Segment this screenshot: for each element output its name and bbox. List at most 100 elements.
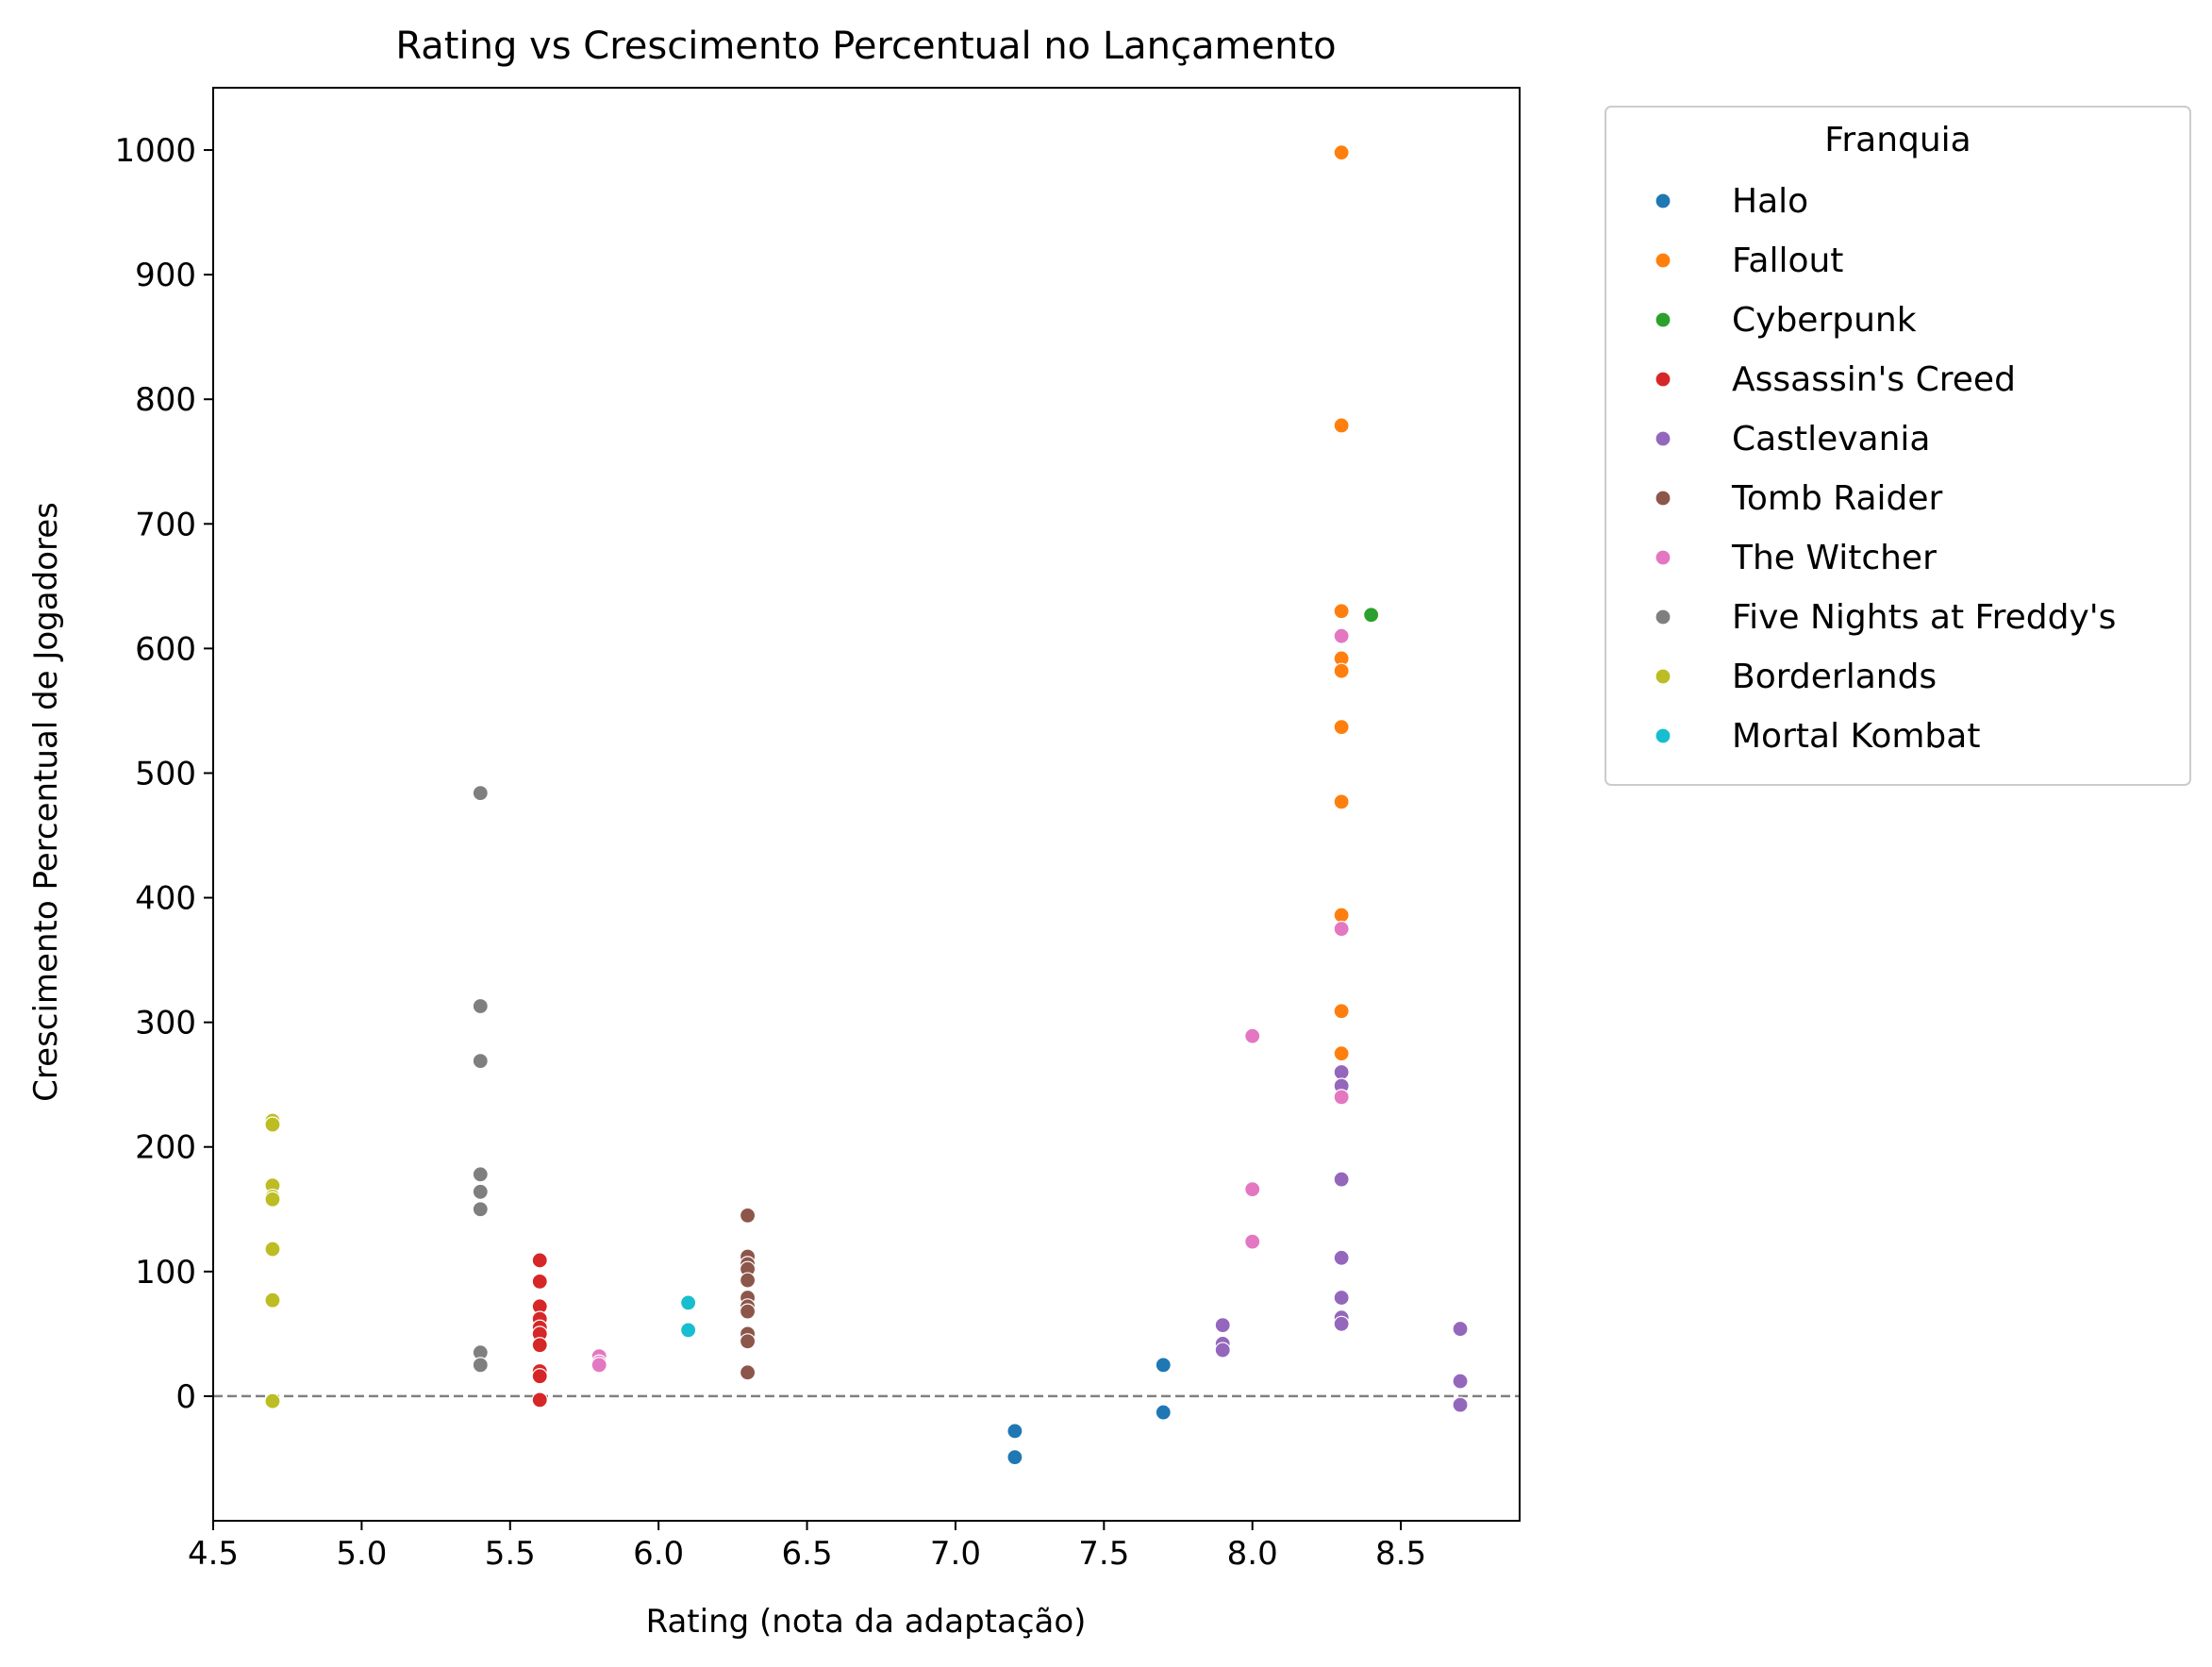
data-point	[472, 997, 489, 1015]
legend: Franquia Halo Fallout Cyberpunk Assassin's …	[1605, 106, 2191, 786]
legend-marker	[1655, 727, 1671, 744]
data-point	[1333, 417, 1350, 434]
data-point	[680, 1294, 697, 1311]
data-point	[1155, 1357, 1172, 1374]
data-point	[1006, 1423, 1023, 1440]
data-point	[1333, 662, 1350, 679]
y-axis-ticks: 0 100 200 300 400 500 600 700 800 900 1000	[114, 132, 213, 1416]
data-point	[1333, 907, 1350, 924]
data-point	[531, 1273, 548, 1290]
y-tick-label: 600	[135, 630, 196, 668]
data-point	[472, 1357, 489, 1374]
data-point	[264, 1116, 281, 1133]
data-point	[1333, 603, 1350, 620]
x-tick-label: 4.5	[188, 1535, 239, 1573]
legend-box	[1605, 106, 2191, 786]
y-tick-label: 100	[135, 1254, 196, 1292]
legend-marker	[1655, 311, 1671, 328]
data-point	[680, 1322, 697, 1339]
data-point	[472, 1183, 489, 1200]
data-point	[264, 1191, 281, 1208]
y-tick-label: 400	[135, 880, 196, 918]
data-point	[1333, 1249, 1350, 1266]
legend-label: Mortal Kombat	[1732, 717, 1980, 756]
legend-marker	[1655, 371, 1671, 388]
y-axis-label: Crescimento Percentual de Jogadores	[27, 502, 65, 1102]
data-point	[1452, 1320, 1469, 1338]
data-point	[472, 1052, 489, 1070]
plot-area-frame	[212, 87, 1521, 1522]
x-axis-label: Rating (nota da adaptação)	[646, 1603, 1087, 1641]
legend-marker	[1655, 252, 1671, 269]
data-point	[264, 1292, 281, 1309]
data-point	[1244, 1181, 1261, 1198]
legend-marker	[1655, 549, 1671, 566]
data-point	[739, 1272, 757, 1289]
legend-label: Assassin's Creed	[1732, 360, 2016, 399]
legend-label: Fallout	[1732, 242, 1843, 280]
data-point	[1333, 1289, 1350, 1307]
data-point	[1333, 1315, 1350, 1332]
data-point	[1333, 1089, 1350, 1106]
data-point	[590, 1357, 607, 1374]
data-point	[472, 1201, 489, 1218]
legend-label: Cyberpunk	[1732, 301, 1917, 340]
data-point	[531, 1252, 548, 1269]
data-point	[472, 785, 489, 802]
legend-marker	[1655, 668, 1671, 685]
data-point	[739, 1207, 757, 1224]
legend-marker	[1655, 608, 1671, 625]
legend-label: Tomb Raider	[1731, 479, 1943, 518]
data-point	[1244, 1233, 1261, 1250]
data-point	[531, 1368, 548, 1385]
data-point	[1155, 1404, 1172, 1421]
legend-label: Five Nights at Freddy's	[1732, 598, 2116, 637]
data-point	[1214, 1342, 1231, 1359]
y-tick-label: 500	[135, 755, 196, 792]
y-tick-label: 300	[135, 1005, 196, 1042]
legend-label: Borderlands	[1732, 658, 1937, 696]
x-tick-label: 5.0	[336, 1535, 387, 1573]
y-tick-label: 900	[135, 257, 196, 294]
data-point	[472, 1166, 489, 1183]
data-point	[1452, 1373, 1469, 1390]
x-tick-label: 8.0	[1227, 1535, 1278, 1573]
legend-marker	[1655, 192, 1671, 209]
x-axis-ticks: 4.5 5.0 5.5 6.0 6.5 7.0 7.5 8.0 8.5	[188, 1521, 1426, 1573]
data-points	[264, 144, 1469, 1466]
data-point	[1333, 1003, 1350, 1020]
data-point	[1333, 627, 1350, 644]
data-point	[1333, 144, 1350, 161]
legend-label: Castlevania	[1732, 420, 1930, 458]
data-point	[264, 1241, 281, 1258]
data-point	[1333, 1063, 1350, 1081]
data-point	[1333, 1045, 1350, 1062]
data-point	[1333, 1171, 1350, 1188]
legend-title: Franquia	[1824, 121, 1971, 159]
data-point	[1333, 920, 1350, 938]
chart-title: Rating vs Crescimento Percentual no Lanç…	[395, 25, 1336, 68]
data-point	[1333, 719, 1350, 736]
x-tick-label: 6.0	[633, 1535, 684, 1573]
x-tick-label: 8.5	[1375, 1535, 1426, 1573]
data-point	[531, 1337, 548, 1354]
y-tick-label: 0	[175, 1378, 196, 1416]
legend-label: The Witcher	[1731, 539, 1937, 577]
data-point	[1214, 1317, 1231, 1334]
data-point	[264, 1392, 281, 1409]
data-point	[739, 1303, 757, 1320]
x-tick-label: 7.5	[1078, 1535, 1129, 1573]
y-tick-label: 700	[135, 506, 196, 543]
data-point	[1006, 1449, 1023, 1466]
data-point	[1363, 607, 1380, 624]
data-point	[531, 1392, 548, 1409]
y-tick-label: 200	[135, 1129, 196, 1167]
data-point	[739, 1333, 757, 1350]
legend-marker	[1655, 490, 1671, 507]
legend-label: Halo	[1732, 182, 1808, 221]
data-point	[1244, 1027, 1261, 1044]
legend-items: Halo Fallout Cyberpunk Assassin's Creed Cast…	[1655, 182, 2116, 756]
data-point	[739, 1364, 757, 1381]
legend-marker	[1655, 430, 1671, 447]
